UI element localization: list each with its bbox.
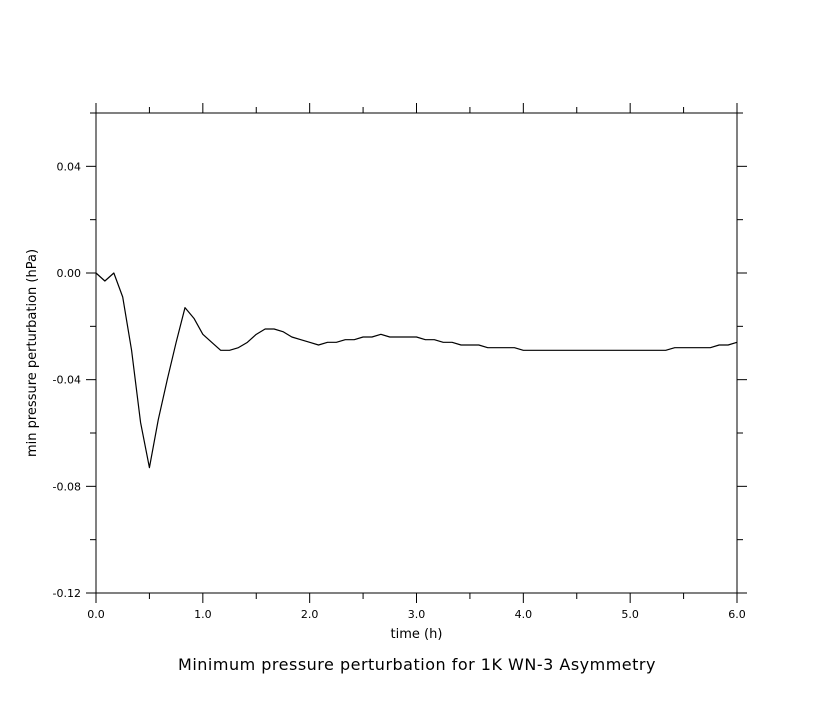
x-axis-label: time (h) — [391, 627, 443, 642]
ticks-layer — [86, 103, 747, 603]
plot-frame — [95, 112, 738, 594]
x-tick-label: 2.0 — [301, 608, 319, 621]
y-tick-label: 0.04 — [57, 160, 82, 173]
y-tick-label: 0.00 — [57, 267, 82, 280]
x-tick-label: 6.0 — [728, 608, 746, 621]
x-tick-label: 5.0 — [621, 608, 639, 621]
chart-title: Minimum pressure perturbation for 1K WN-… — [178, 655, 656, 674]
y-tick-label: -0.12 — [53, 587, 81, 600]
x-tick-label: 0.0 — [87, 608, 105, 621]
y-axis-label: min pressure perturbation (hPa) — [25, 249, 40, 457]
series-layer — [95, 272, 738, 469]
y-tick-label: -0.08 — [53, 480, 81, 493]
x-tick-label: 3.0 — [408, 608, 426, 621]
x-tick-label: 4.0 — [515, 608, 533, 621]
series-line — [95, 272, 738, 469]
y-tick-label: -0.04 — [53, 374, 81, 387]
x-tick-label: 1.0 — [194, 608, 212, 621]
tick-labels-layer: 0.0 1.0 2.0 3.0 4.0 5.0 6.0 -0.12 -0.08 -0.04 0.00… — [53, 160, 746, 621]
